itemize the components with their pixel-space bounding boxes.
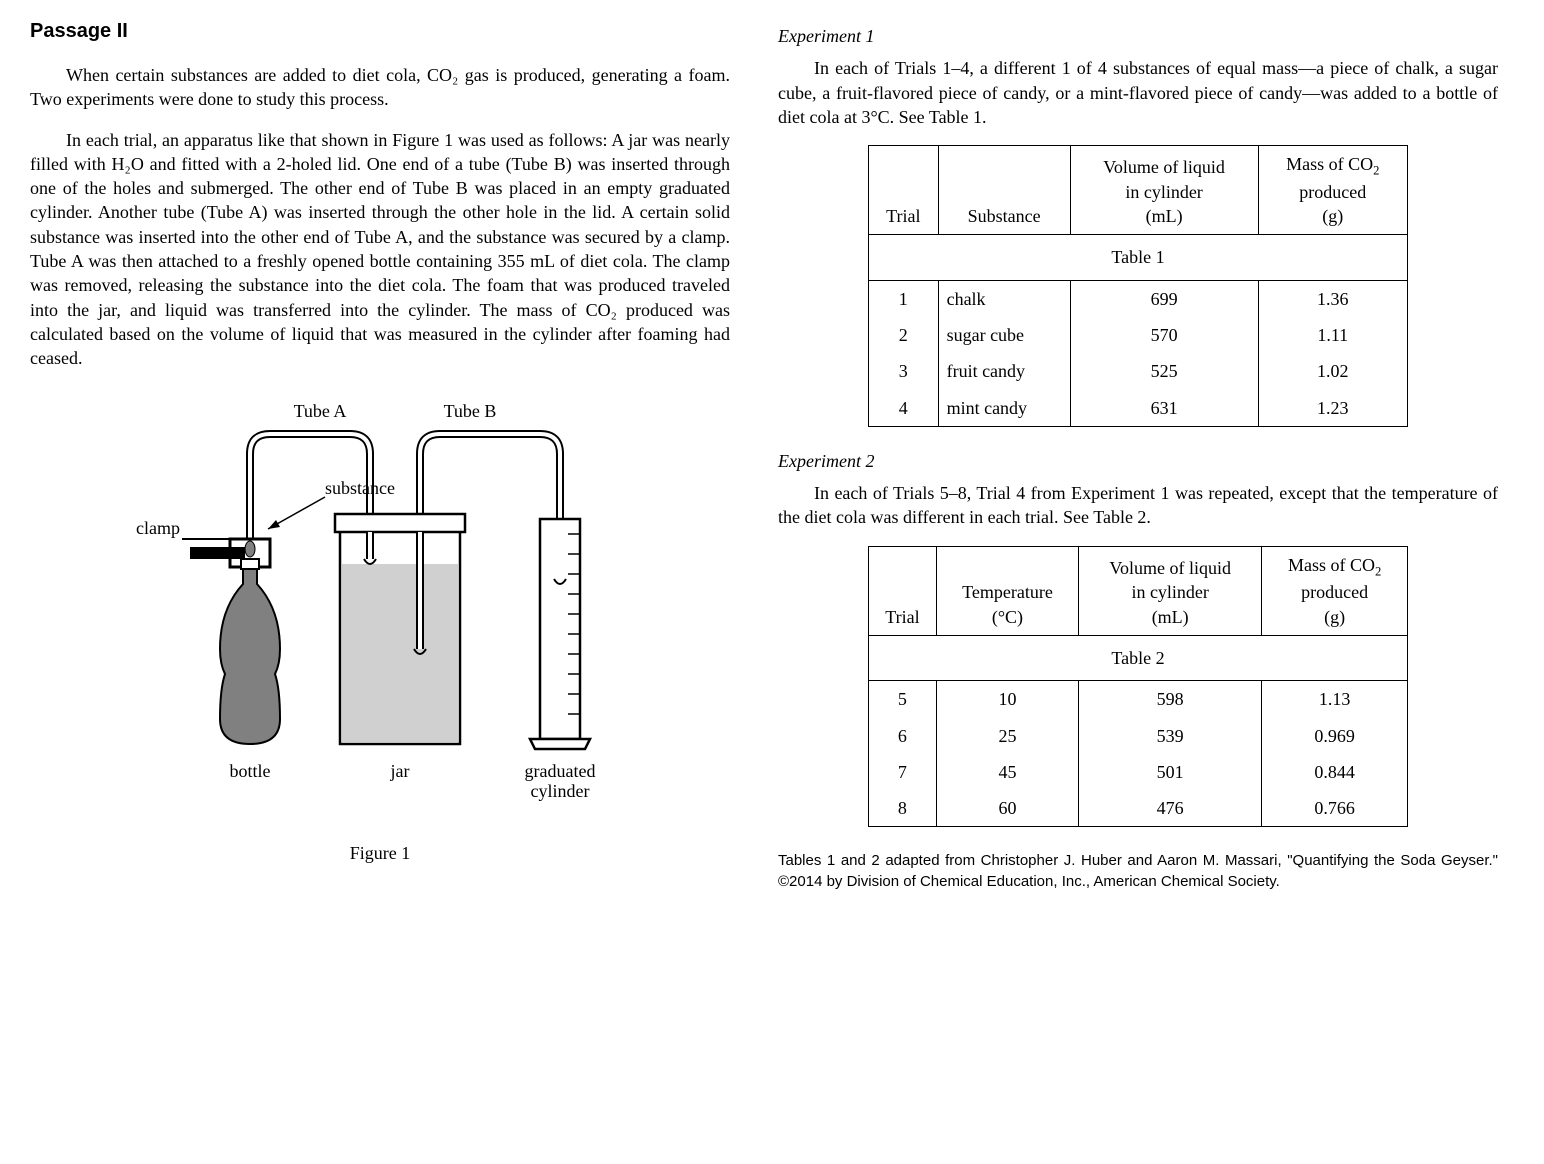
- tables-citation: Tables 1 and 2 adapted from Christopher …: [778, 851, 1498, 892]
- cylinder-label-1: graduated: [525, 761, 596, 781]
- intro-para-2: In each trial, an apparatus like that sh…: [30, 128, 730, 371]
- right-column: Experiment 1 In each of Trials 1–4, a di…: [778, 18, 1498, 1146]
- jar: [335, 514, 465, 744]
- passage-label: Passage II: [30, 18, 730, 45]
- apparatus-diagram: Tube A Tube B substance clamp: [120, 399, 640, 829]
- table-1-h3: Mass of CO2produced(g): [1258, 146, 1407, 235]
- table-2: Table 2 Trial Temperature(°C) Volume of …: [868, 546, 1408, 828]
- table-1-h2: Volume of liquidin cylinder(mL): [1070, 146, 1258, 235]
- figure-1: Tube A Tube B substance clamp: [30, 399, 730, 865]
- clamp-label: clamp: [136, 518, 180, 538]
- substance-arrow-head: [268, 520, 280, 529]
- substance-label: substance: [325, 478, 395, 498]
- table-row: 5105981.13: [869, 681, 1408, 718]
- clamp-bar: [190, 547, 245, 559]
- experiment-1-para: In each of Trials 1–4, a different 1 of …: [778, 56, 1498, 129]
- table-row: 8604760.766: [869, 790, 1408, 827]
- bottle: [220, 559, 280, 744]
- table-1: Table 1 Trial Substance Volume of liquid…: [868, 145, 1408, 427]
- experiment-1-heading: Experiment 1: [778, 24, 1498, 48]
- table-1-h1: Substance: [938, 146, 1070, 235]
- table-2-body: 5105981.13 6255390.969 7455010.844 86047…: [869, 681, 1408, 827]
- figure-caption: Figure 1: [30, 841, 730, 865]
- table-1-caption: Table 1: [869, 235, 1408, 280]
- graduated-cylinder: [530, 519, 590, 749]
- table-2-h2: Volume of liquidin cylinder(mL): [1079, 546, 1262, 635]
- tube-a-label: Tube A: [294, 401, 347, 421]
- table-row: 1chalk6991.36: [869, 280, 1408, 317]
- table-2-h3: Mass of CO2produced(g): [1262, 546, 1408, 635]
- table-2-h0: Trial: [869, 546, 937, 635]
- cylinder-label-2: cylinder: [531, 781, 590, 801]
- intro-para-1: When certain substances are added to die…: [30, 63, 730, 112]
- table-1-h0: Trial: [869, 146, 939, 235]
- table-row: 7455010.844: [869, 754, 1408, 790]
- table-2-h1: Temperature(°C): [936, 546, 1078, 635]
- tube-b-label: Tube B: [444, 401, 497, 421]
- table-row: 6255390.969: [869, 718, 1408, 754]
- experiment-2-heading: Experiment 2: [778, 449, 1498, 473]
- substance-pellet: [245, 541, 255, 557]
- table-1-header-row: Trial Substance Volume of liquidin cylin…: [869, 146, 1408, 235]
- table-2-header-row: Trial Temperature(°C) Volume of liquidin…: [869, 546, 1408, 635]
- table-row: 3fruit candy5251.02: [869, 353, 1408, 389]
- table-2-caption: Table 2: [869, 635, 1408, 680]
- table-row: 4mint candy6311.23: [869, 390, 1408, 427]
- experiment-2-para: In each of Trials 5–8, Trial 4 from Expe…: [778, 481, 1498, 530]
- table-row: 2sugar cube5701.11: [869, 317, 1408, 353]
- table-1-body: 1chalk6991.36 2sugar cube5701.11 3fruit …: [869, 280, 1408, 426]
- jar-label: jar: [390, 761, 410, 781]
- left-column: Passage II When certain substances are a…: [30, 18, 730, 1146]
- bottle-label: bottle: [230, 761, 271, 781]
